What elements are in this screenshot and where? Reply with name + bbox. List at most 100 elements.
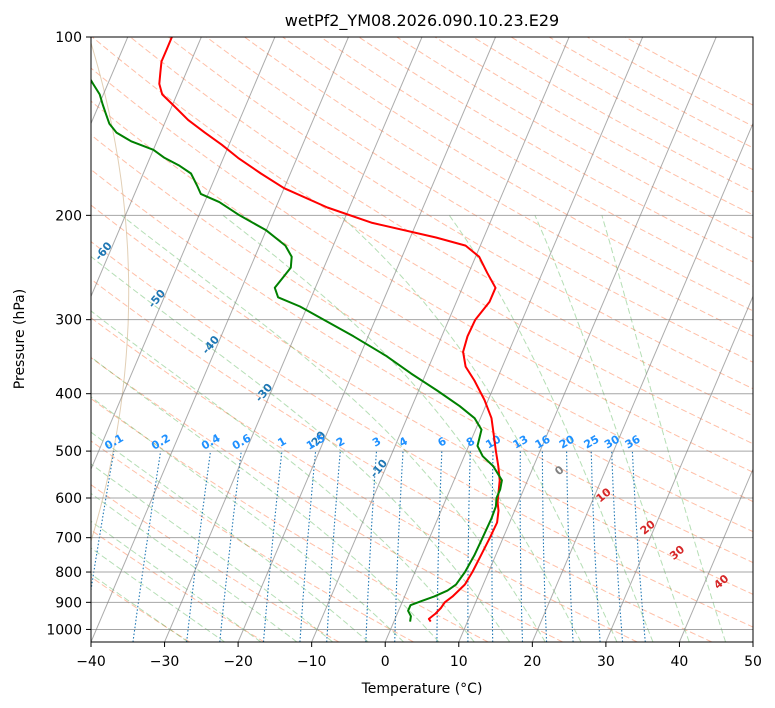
dry-adiabat-line <box>91 317 638 642</box>
mixing-ratio-label: 25 <box>582 433 602 452</box>
mixing-ratio-line <box>467 451 471 642</box>
moist-adiabat-line <box>222 214 582 642</box>
x-tick-label: −40 <box>76 654 106 670</box>
y-tick-label: 600 <box>55 491 82 507</box>
isotherm-grid <box>91 37 753 642</box>
isotherm-label: -80 <box>0 144 9 168</box>
chart-title: wetPf2_YM08.2026.090.10.23.E29 <box>285 11 559 31</box>
mixing-ratio-label: 8 <box>464 435 477 450</box>
dry-adiabat-line <box>91 356 563 642</box>
x-tick-label: −30 <box>150 654 180 670</box>
moist-adiabat-line <box>91 431 369 642</box>
dry-adiabat-line <box>282 37 753 312</box>
isotherm-line <box>384 37 644 642</box>
isotherm-line <box>458 37 717 642</box>
pressure-grid <box>91 37 753 630</box>
y-tick-label: 100 <box>55 30 82 46</box>
dry-adiabat-line <box>206 37 753 363</box>
mixing-ratio-line <box>519 451 524 642</box>
isotherm-label: -30 <box>253 381 276 405</box>
mixing-ratio-label: 6 <box>436 434 449 449</box>
mixing-ratio-line <box>132 451 162 642</box>
x-tick-label: 50 <box>744 654 762 670</box>
dry-adiabat-line <box>91 37 753 445</box>
y-tick-label: 1000 <box>46 622 82 638</box>
moist-adiabat-line <box>91 396 404 642</box>
curved-line <box>91 41 130 543</box>
mixing-ratio-line <box>491 451 494 642</box>
reference-line-labels: -100-90-80-70-60-50-40-30-20-100.10.20.4… <box>0 144 731 592</box>
dry-adiabat-line <box>91 397 489 642</box>
mixing-ratio-line <box>262 451 283 642</box>
mixing-ratio-line <box>365 451 378 642</box>
isotherm-label: -40 <box>199 333 222 357</box>
dry-adiabat-line <box>91 241 753 628</box>
isotherm-label: -10 <box>367 457 390 481</box>
dry-adiabat-line <box>472 37 753 193</box>
dry-adiabat-line <box>91 67 753 473</box>
dry-adiabat-line <box>320 37 753 287</box>
dry-adiabat-line <box>91 484 340 642</box>
temperature-line <box>158 37 501 623</box>
mixing-ratio-line <box>394 451 404 642</box>
mixing-ratio-line <box>186 451 212 642</box>
dry-adiabat-line <box>434 37 753 216</box>
y-tick-label: 900 <box>55 595 82 611</box>
y-tick-label: 400 <box>55 387 82 403</box>
moist-adiabat-line <box>534 215 690 642</box>
moist-adiabat-line <box>91 492 298 642</box>
moist-adiabat-line <box>91 255 511 642</box>
moist-adiabat-line <box>121 214 546 642</box>
isotherm-label: -50 <box>146 287 169 311</box>
y-tick-label: 800 <box>55 565 82 581</box>
isotherm-line <box>91 37 349 642</box>
y-tick-label: 500 <box>55 444 82 460</box>
mixing-ratio-label: 1 <box>276 435 289 450</box>
x-tick-label: 40 <box>671 654 689 670</box>
profile-series <box>91 37 503 623</box>
isotherm-line <box>91 37 276 471</box>
moist-adiabats <box>91 214 727 642</box>
theta-label: 10 <box>594 485 614 505</box>
mixing-ratio-label: 4 <box>397 434 410 449</box>
dry-adiabat-line <box>129 37 753 417</box>
mixing-ratio-label: 0.6 <box>230 431 254 452</box>
dewpoint-line <box>91 78 503 622</box>
dry-adiabat-line <box>244 37 753 337</box>
theta-label: 30 <box>667 543 687 563</box>
isotherm-line <box>91 37 202 298</box>
y-tick-label: 200 <box>55 208 82 224</box>
moist-adiabat-line <box>448 215 654 642</box>
dry-adiabat-line <box>91 134 753 533</box>
y-tick-label: 700 <box>55 531 82 547</box>
dry-adiabat-line <box>168 37 753 390</box>
mixing-ratio-line <box>566 451 574 642</box>
moist-adiabat-line <box>91 573 189 642</box>
x-tick-label: 10 <box>450 654 468 670</box>
dry-adiabats <box>91 37 753 642</box>
y-axis: 1000 900 800 700 600 500 400 300 200 100 <box>46 30 91 638</box>
mixing-ratio-line <box>219 451 242 642</box>
x-axis: −40 −30 −20 −10 0 10 20 30 40 50 <box>76 642 762 670</box>
dry-adiabat-line <box>548 37 753 149</box>
isotherm-line <box>164 37 423 642</box>
x-axis-label: Temperature (°C) <box>361 681 483 697</box>
mixing-ratio-line <box>611 451 624 642</box>
x-tick-label: 20 <box>523 654 541 670</box>
mixing-ratio-line <box>631 451 646 642</box>
mixing-ratio-line <box>326 451 341 642</box>
isotherm-line <box>237 37 497 642</box>
mixing-ratio-line <box>299 451 317 642</box>
isotherm-line <box>531 122 753 642</box>
mixing-ratio-label: 13 <box>511 433 531 452</box>
moist-adiabat-line <box>91 520 262 642</box>
dry-adiabat-line <box>91 440 414 642</box>
theta-label: 40 <box>711 572 731 592</box>
isotherm-line <box>605 295 753 642</box>
plot-frame <box>90 36 754 643</box>
mixing-ratio-lines <box>91 451 646 642</box>
mixing-ratio-label: 0.2 <box>149 432 172 453</box>
curved-reference-lines <box>91 41 130 543</box>
mixing-ratio-label: 36 <box>623 432 643 451</box>
